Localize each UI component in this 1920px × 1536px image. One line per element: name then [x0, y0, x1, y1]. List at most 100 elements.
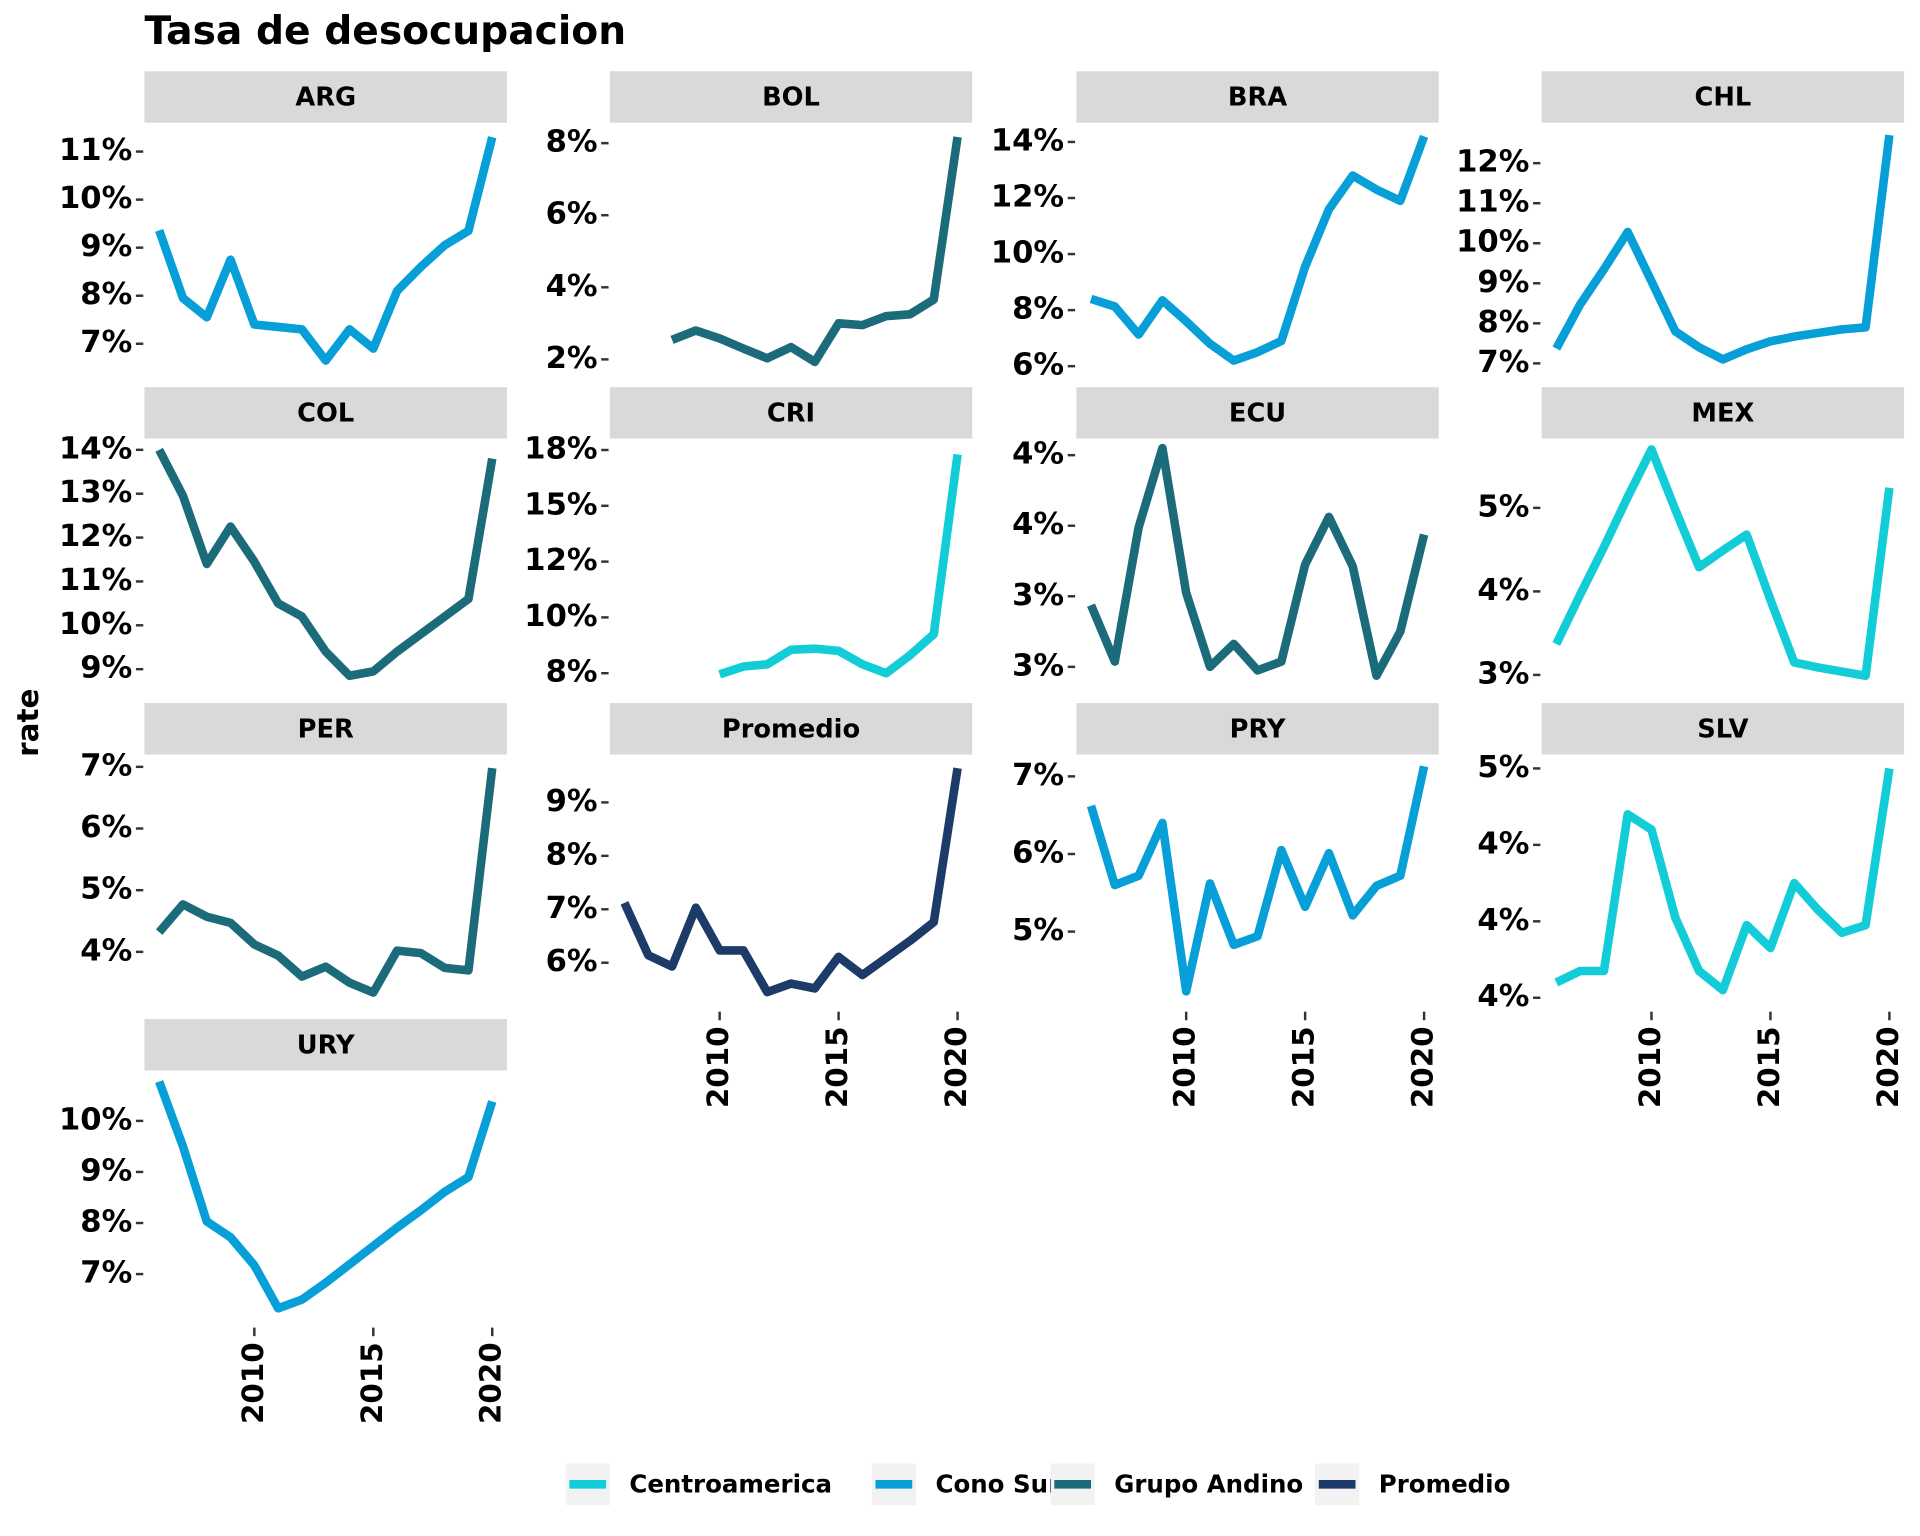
y-tick-label: 9% [80, 229, 132, 264]
panel-title: CHL [1694, 83, 1751, 113]
line [1087, 443, 1429, 680]
panel-title: Promedio [722, 715, 860, 745]
strip [1076, 387, 1439, 439]
y-tick-label: 4% [1477, 826, 1529, 861]
x-tick-label: 2020 [939, 1026, 973, 1108]
y-tick-label: 2% [546, 341, 598, 376]
y-tick-label: 4% [1477, 903, 1529, 938]
y-tick-label: 5% [1477, 489, 1529, 524]
y-tick-label: 6% [1012, 835, 1064, 870]
y-tick-label: 3% [1012, 578, 1064, 613]
y-tick-label: 4% [546, 269, 598, 304]
panel-title: URY [297, 1030, 355, 1060]
y-tick-label: 6% [546, 197, 598, 232]
y-tick-label: 13% [59, 475, 132, 510]
y-tick-label: 4% [1477, 979, 1529, 1014]
panel-title: ARG [295, 83, 356, 113]
y-tick-label: 12% [59, 519, 132, 554]
y-tick-label: 5% [80, 872, 132, 907]
strip [144, 703, 507, 755]
panel-title: PRY [1230, 715, 1286, 745]
panel-title: BRA [1228, 83, 1287, 113]
y-tick-label: 11% [59, 133, 132, 168]
line [155, 1080, 497, 1313]
x-tick-label: 2010 [236, 1342, 270, 1424]
strip [1541, 703, 1905, 755]
y-tick-label: 5% [1012, 913, 1064, 948]
y-tick-label: 8% [80, 277, 132, 312]
panel-title: BOL [762, 83, 820, 113]
y-tick-label: 10% [59, 607, 132, 642]
y-tick-label: 4% [1012, 507, 1064, 542]
strip [144, 1019, 507, 1071]
legend-label: Grupo Andino [1114, 1470, 1303, 1499]
legend-label: Cono Sur [936, 1470, 1061, 1499]
y-tick-label: 11% [59, 563, 132, 598]
line [155, 767, 497, 997]
legend-label: Centroamerica [629, 1470, 832, 1499]
line [620, 767, 962, 997]
y-tick-label: 18% [524, 431, 597, 466]
y-tick-label: 8% [546, 655, 598, 690]
strip [1541, 71, 1905, 123]
y-tick-label: 3% [1012, 648, 1064, 683]
y-tick-label: 15% [524, 487, 597, 522]
y-tick-label: 7% [1477, 345, 1529, 380]
y-tick-label: 6% [1012, 348, 1064, 383]
line [718, 453, 962, 679]
y-tick-label: 8% [1012, 292, 1064, 327]
y-tick-label: 11% [1456, 185, 1529, 220]
line [1552, 445, 1894, 681]
y-axis-label: rate [11, 689, 45, 757]
strip [1541, 387, 1905, 439]
y-tick-label: 7% [80, 325, 132, 360]
x-tick-label: 2010 [1168, 1026, 1202, 1108]
line [155, 136, 497, 365]
y-tick-label: 7% [80, 1256, 132, 1291]
line [1554, 767, 1894, 995]
y-tick-label: 6% [546, 944, 598, 979]
x-tick-label: 2015 [820, 1026, 854, 1108]
y-tick-label: 4% [1477, 573, 1529, 608]
x-tick-label: 2015 [1752, 1026, 1786, 1108]
y-tick-label: 5% [1477, 750, 1529, 785]
y-tick-label: 9% [546, 784, 598, 819]
panel-title: ECU [1229, 399, 1286, 429]
strip [144, 71, 507, 123]
y-tick-label: 10% [1456, 225, 1529, 260]
y-tick-label: 10% [524, 599, 597, 634]
y-tick-label: 12% [1456, 145, 1529, 180]
y-tick-label: 3% [1477, 656, 1529, 691]
x-tick-label: 2020 [1406, 1026, 1440, 1108]
strip [609, 71, 973, 123]
panel-title: COL [297, 399, 354, 429]
line [1086, 765, 1429, 996]
y-tick-label: 8% [546, 837, 598, 872]
panel-title: CRI [767, 399, 815, 429]
panel-title: PER [298, 715, 354, 745]
line [670, 136, 962, 367]
y-tick-label: 9% [80, 1153, 132, 1188]
y-tick-label: 12% [991, 180, 1064, 215]
x-tick-label: 2020 [474, 1342, 508, 1424]
y-tick-label: 8% [546, 125, 598, 160]
y-tick-label: 14% [59, 431, 132, 466]
legend-label: Promedio [1379, 1470, 1511, 1499]
strip [144, 387, 507, 439]
y-tick-label: 10% [59, 1102, 132, 1137]
y-tick-label: 4% [80, 933, 132, 968]
y-tick-label: 8% [1477, 305, 1529, 340]
x-tick-label: 2015 [1287, 1026, 1321, 1108]
y-tick-label: 7% [80, 748, 132, 783]
strip [609, 703, 973, 755]
y-tick-label: 4% [1012, 437, 1064, 472]
y-tick-label: 7% [546, 891, 598, 926]
y-tick-label: 10% [59, 181, 132, 216]
strip [1076, 703, 1439, 755]
x-tick-label: 2015 [355, 1342, 389, 1424]
y-tick-label: 9% [80, 651, 132, 686]
strip [1076, 71, 1439, 123]
chart-title: Tasa de desocupacion [144, 9, 626, 54]
